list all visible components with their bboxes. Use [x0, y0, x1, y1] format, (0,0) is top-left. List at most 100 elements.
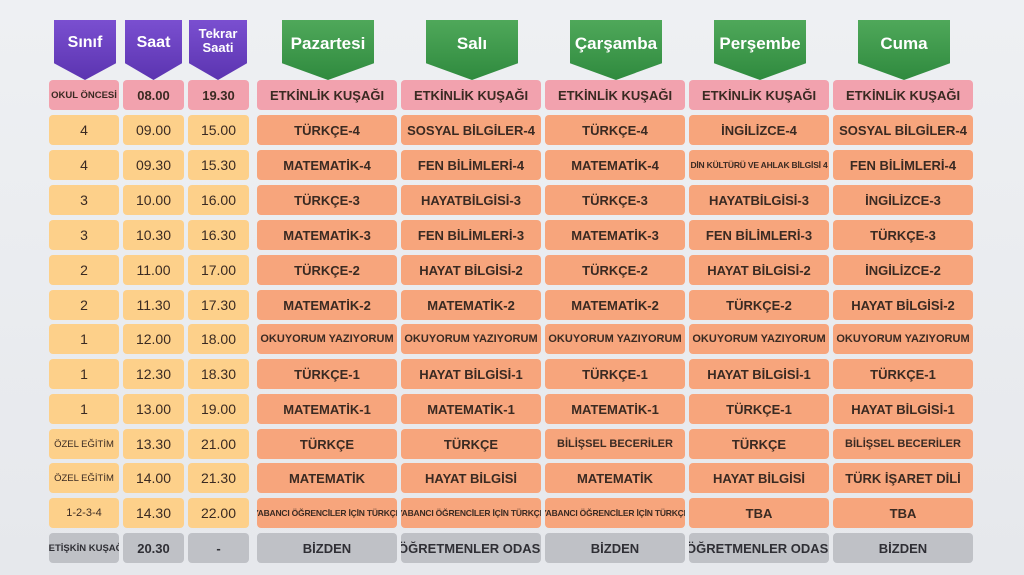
- header-day-label: Perşembe: [719, 34, 801, 53]
- cell-lesson: BİZDEN: [257, 533, 397, 563]
- cell-lesson: TÜRKÇE: [257, 429, 397, 459]
- cell-sinif: ÖZEL EĞİTİM: [49, 429, 119, 459]
- cell-saat: 10.00: [123, 185, 184, 215]
- cell-lesson: MATEMATİK-3: [257, 220, 397, 250]
- cell-tekrar-saati: 16.30: [188, 220, 249, 250]
- cell-lesson: MATEMATİK-4: [545, 150, 685, 180]
- cell-sinif: 1: [49, 324, 119, 354]
- cell-lesson: FEN BİLİMLERİ-3: [689, 220, 829, 250]
- cell-lesson: TÜRKÇE-1: [689, 394, 829, 424]
- table-row: 1 12.30 18.30 TÜRKÇE-1 HAYAT BİLGİSİ-1 TÜRKÇE…: [0, 359, 1024, 389]
- table-row: 1-2-3-4 14.30 22.00 YABANCI ÖĞRENCİLER İÇİN…: [0, 498, 1024, 528]
- cell-lesson: MATEMATİK-2: [257, 290, 397, 320]
- cell-lesson: ETKİNLİK KUŞAĞI: [545, 80, 685, 110]
- cell-sinif: 3: [49, 220, 119, 250]
- header-day-label: Salı: [456, 34, 488, 53]
- table-row: 1 12.00 18.00 OKUYORUM YAZIYORUM OKUYORUM YA…: [0, 324, 1024, 354]
- cell-saat: 09.00: [123, 115, 184, 145]
- cell-lesson: MATEMATİK-1: [545, 394, 685, 424]
- table-row: OKUL ÖNCESİ 08.00 19.30 ETKİNLİK KUŞAĞI ETKİ…: [0, 80, 1024, 110]
- cell-tekrar-saati: 22.00: [188, 498, 249, 528]
- header-sinif: Sınıf: [54, 20, 116, 80]
- cell-lesson: FEN BİLİMLERİ-3: [401, 220, 541, 250]
- header-saat-label: Saat: [136, 34, 171, 51]
- cell-lesson: TÜRKÇE-2: [257, 255, 397, 285]
- cell-saat: 08.00: [123, 80, 184, 110]
- cell-lesson: HAYAT BİLGİSİ-2: [833, 290, 973, 320]
- cell-saat: 14.00: [123, 463, 184, 493]
- header-day-persembe: Perşembe: [714, 20, 806, 80]
- cell-lesson: İNGİLİZCE-4: [689, 115, 829, 145]
- cell-tekrar-saati: 18.30: [188, 359, 249, 389]
- cell-lesson: HAYATBİLGİSİ-3: [689, 185, 829, 215]
- cell-lesson: YABANCI ÖĞRENCİLER İÇİN TÜRKÇE: [545, 498, 685, 528]
- cell-lesson: TÜRKÇE-1: [257, 359, 397, 389]
- cell-tekrar-saati: 18.00: [188, 324, 249, 354]
- cell-sinif: 1: [49, 394, 119, 424]
- cell-tekrar-saati: 16.00: [188, 185, 249, 215]
- table-row: 3 10.00 16.00 TÜRKÇE-3 HAYATBİLGİSİ-3 TÜRKÇE-…: [0, 185, 1024, 215]
- cell-lesson: MATEMATİK: [545, 463, 685, 493]
- cell-tekrar-saati: 15.30: [188, 150, 249, 180]
- table-row: 3 10.30 16.30 MATEMATİK-3 FEN BİLİMLERİ-3 MAT…: [0, 220, 1024, 250]
- cell-lesson: MATEMATİK-2: [545, 290, 685, 320]
- cell-lesson: HAYAT BİLGİSİ-1: [689, 359, 829, 389]
- cell-lesson: TÜRKÇE: [689, 429, 829, 459]
- cell-sinif: 1-2-3-4: [49, 498, 119, 528]
- cell-lesson: TÜRKÇE-1: [545, 359, 685, 389]
- cell-sinif: YETİŞKİN KUŞAĞI: [49, 533, 119, 563]
- cell-lesson: DİN KÜLTÜRÜ VE AHLAK BİLGİSİ 4: [689, 150, 829, 180]
- cell-lesson: YABANCI ÖĞRENCİLER İÇİN TÜRKÇE: [257, 498, 397, 528]
- cell-sinif: 1: [49, 359, 119, 389]
- cell-lesson: BİZDEN: [545, 533, 685, 563]
- cell-lesson: ETKİNLİK KUŞAĞI: [833, 80, 973, 110]
- cell-lesson: TBA: [689, 498, 829, 528]
- cell-lesson: MATEMATİK-2: [401, 290, 541, 320]
- cell-lesson: HAYAT BİLGİSİ-2: [689, 255, 829, 285]
- cell-lesson: TÜRKÇE-4: [545, 115, 685, 145]
- header-sinif-label: Sınıf: [67, 34, 103, 51]
- header-tekrar-label-2: Saati: [202, 40, 234, 55]
- cell-lesson: ETKİNLİK KUŞAĞI: [401, 80, 541, 110]
- cell-lesson: İNGİLİZCE-2: [833, 255, 973, 285]
- header-day-carsamba: Çarşamba: [570, 20, 662, 80]
- cell-lesson: TÜRKÇE-2: [545, 255, 685, 285]
- cell-lesson: YABANCI ÖĞRENCİLER İÇİN TÜRKÇE: [401, 498, 541, 528]
- cell-lesson: TÜRK İŞARET DİLİ: [833, 463, 973, 493]
- cell-sinif: 3: [49, 185, 119, 215]
- cell-lesson: ÖĞRETMENLER ODASI: [401, 533, 541, 563]
- cell-saat: 09.30: [123, 150, 184, 180]
- header-day-cuma: Cuma: [858, 20, 950, 80]
- cell-lesson: ÖĞRETMENLER ODASI: [689, 533, 829, 563]
- header-day-label: Pazartesi: [290, 34, 366, 53]
- cell-saat: 20.30: [123, 533, 184, 563]
- table-row: 4 09.00 15.00 TÜRKÇE-4 SOSYAL BİLGİLER-4 TÜRK…: [0, 115, 1024, 145]
- cell-sinif: OKUL ÖNCESİ: [49, 80, 119, 110]
- table-header: Sınıf Saat Tekrar Saati Pazartesi Salı Ç…: [0, 0, 1024, 82]
- cell-lesson: BİZDEN: [833, 533, 973, 563]
- cell-tekrar-saati: 19.00: [188, 394, 249, 424]
- cell-lesson: TÜRKÇE-4: [257, 115, 397, 145]
- cell-lesson: OKUYORUM YAZIYORUM: [257, 324, 397, 354]
- header-tekrar-label-1: Tekrar: [198, 26, 238, 41]
- cell-lesson: MATEMATİK-1: [257, 394, 397, 424]
- header-day-label: Cuma: [880, 34, 928, 53]
- cell-lesson: TÜRKÇE-3: [545, 185, 685, 215]
- cell-lesson: İNGİLİZCE-3: [833, 185, 973, 215]
- table-row: 2 11.00 17.00 TÜRKÇE-2 HAYAT BİLGİSİ-2 TÜRKÇE…: [0, 255, 1024, 285]
- cell-lesson: TÜRKÇE-2: [689, 290, 829, 320]
- cell-saat: 10.30: [123, 220, 184, 250]
- cell-lesson: OKUYORUM YAZIYORUM: [833, 324, 973, 354]
- cell-tekrar-saati: 19.30: [188, 80, 249, 110]
- cell-lesson: HAYAT BİLGİSİ-1: [401, 359, 541, 389]
- cell-lesson: FEN BİLİMLERİ-4: [833, 150, 973, 180]
- cell-lesson: HAYATBİLGİSİ-3: [401, 185, 541, 215]
- cell-lesson: MATEMATİK-1: [401, 394, 541, 424]
- cell-lesson: TÜRKÇE-1: [833, 359, 973, 389]
- table-row: 4 09.30 15.30 MATEMATİK-4 FEN BİLİMLERİ-4 MAT…: [0, 150, 1024, 180]
- cell-lesson: BİLİŞSEL BECERİLER: [833, 429, 973, 459]
- cell-saat: 12.00: [123, 324, 184, 354]
- table-row: 2 11.30 17.30 MATEMATİK-2 MATEMATİK-2 MATEMAT…: [0, 290, 1024, 320]
- cell-lesson: OKUYORUM YAZIYORUM: [689, 324, 829, 354]
